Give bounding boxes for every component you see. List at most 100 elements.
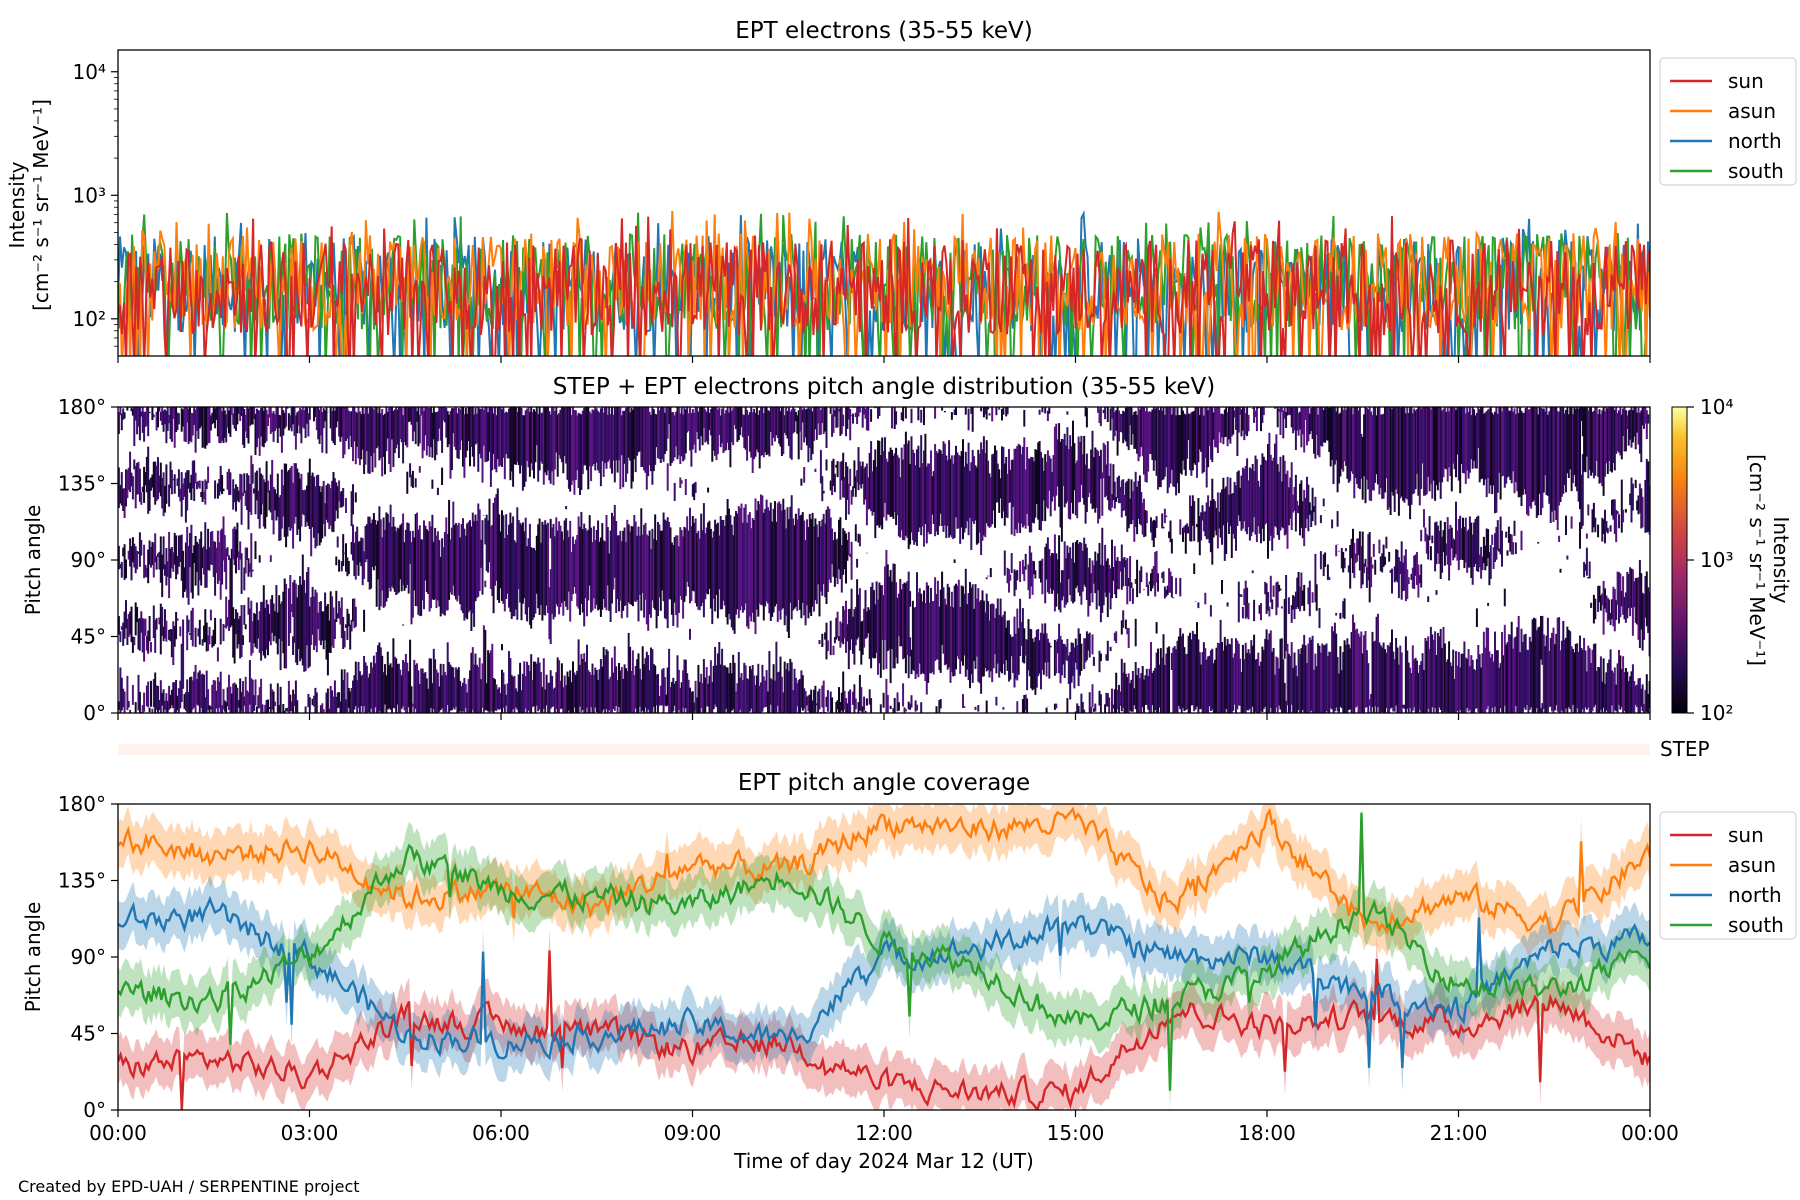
heatmap-cell xyxy=(666,517,669,629)
heatmap-cell xyxy=(1255,459,1258,543)
heatmap-cell xyxy=(1040,632,1042,690)
heatmap-cell xyxy=(520,690,523,713)
heatmap-cell xyxy=(180,534,183,581)
heatmap-cell xyxy=(1580,648,1583,713)
heatmap-cell xyxy=(1356,538,1359,562)
heatmap-cell xyxy=(1304,497,1307,529)
heatmap-cell xyxy=(137,618,140,650)
heatmap-cell xyxy=(352,407,354,462)
heatmap-cell xyxy=(374,407,377,468)
heatmap-cell xyxy=(1400,407,1403,497)
heatmap-cell xyxy=(563,520,566,601)
heatmap-cell xyxy=(1553,644,1556,711)
x-tick-label: 00:00 xyxy=(1621,1121,1679,1145)
heatmap-cell xyxy=(1027,619,1030,671)
heatmap-cell xyxy=(1271,460,1274,551)
heatmap-cell xyxy=(1060,639,1063,676)
heatmap-cell xyxy=(498,514,501,603)
heatmap-cell xyxy=(1194,601,1197,602)
heatmap-cell xyxy=(1264,638,1267,707)
heatmap-cell xyxy=(1088,692,1091,713)
heatmap-cell xyxy=(1322,645,1325,713)
y-tick-label: 180° xyxy=(58,395,106,419)
heatmap-cell xyxy=(1042,633,1045,675)
heatmap-cell xyxy=(645,534,648,625)
heatmap-cell xyxy=(506,534,509,594)
heatmap-cell xyxy=(1591,509,1594,533)
heatmap-cell xyxy=(413,659,416,713)
heatmap-cell xyxy=(906,581,909,655)
heatmap-cell xyxy=(1332,407,1335,485)
heatmap-cell xyxy=(1463,641,1466,713)
heatmap-cell xyxy=(286,471,289,537)
heatmap-cell xyxy=(216,530,219,584)
heatmap-cell xyxy=(1588,648,1591,713)
heatmap-cell xyxy=(1613,588,1616,632)
heatmap-cell xyxy=(1028,628,1031,677)
heatmap-cell xyxy=(1065,646,1068,660)
heatmap-cell xyxy=(402,415,405,464)
heatmap-cell xyxy=(1031,638,1034,691)
heatmap-cell xyxy=(1414,657,1417,713)
heatmap-cell xyxy=(902,683,905,707)
heatmap-cell xyxy=(251,621,254,654)
heatmap-cell xyxy=(584,407,587,466)
heatmap-cell xyxy=(123,691,126,713)
heatmap-cell xyxy=(1455,501,1457,555)
heatmap-cell xyxy=(1521,413,1524,495)
heatmap-cell xyxy=(247,597,250,615)
heatmap-cell xyxy=(431,479,434,489)
heatmap-cell xyxy=(466,692,469,713)
heatmap-cell xyxy=(420,539,423,616)
heatmap-cell xyxy=(909,637,912,657)
heatmap-cell xyxy=(846,539,849,561)
heatmap-cell xyxy=(882,451,885,518)
heatmap-cell xyxy=(563,675,566,713)
heatmap-cell xyxy=(648,411,651,466)
heatmap-cell xyxy=(190,413,193,443)
heatmap-cell xyxy=(1091,430,1094,510)
heatmap-cell xyxy=(864,466,867,500)
heatmap-cell xyxy=(301,407,304,428)
heatmap-cell xyxy=(1300,572,1303,607)
heatmap-cell xyxy=(1094,551,1097,594)
heatmap-cell xyxy=(1124,407,1127,442)
heatmap-cell xyxy=(1435,521,1438,565)
heatmap-cell xyxy=(1282,455,1285,529)
heatmap-cell xyxy=(1499,407,1502,500)
heatmap-cell xyxy=(161,692,164,706)
heatmap-cell xyxy=(254,679,257,706)
heatmap-cell xyxy=(423,410,425,451)
heatmap-cell xyxy=(1353,542,1356,579)
heatmap-cell xyxy=(1459,515,1462,560)
heatmap-cell xyxy=(1077,543,1080,593)
heatmap-cell xyxy=(637,526,640,622)
heatmap-cell xyxy=(201,547,204,569)
heatmap-cell xyxy=(840,461,843,481)
heatmap-cell xyxy=(1033,642,1035,689)
heatmap-cell xyxy=(381,537,384,591)
heatmap-cell xyxy=(439,407,442,441)
heatmap-cell xyxy=(819,410,822,435)
heatmap-cell xyxy=(636,535,639,601)
heatmap-cell xyxy=(251,679,254,713)
heatmap-cell xyxy=(1370,693,1373,713)
heatmap-cell xyxy=(441,467,444,485)
heatmap-cell xyxy=(619,670,622,713)
heatmap-cell xyxy=(796,519,799,611)
heatmap-cell xyxy=(604,407,607,464)
heatmap-cell xyxy=(949,458,952,536)
heatmap-cell xyxy=(1397,407,1400,516)
heatmap-cell xyxy=(191,413,194,436)
heatmap-cell xyxy=(807,695,810,712)
heatmap-cell xyxy=(835,407,838,428)
heatmap-cell xyxy=(1290,407,1293,428)
heatmap-cell xyxy=(673,536,676,603)
heatmap-cell xyxy=(498,407,501,467)
heatmap-cell xyxy=(267,480,269,493)
heatmap-cell xyxy=(754,684,757,713)
heatmap-cell xyxy=(531,680,534,707)
heatmap-cell xyxy=(508,408,510,459)
heatmap-cell xyxy=(1090,573,1093,594)
heatmap-cell xyxy=(1494,533,1496,562)
